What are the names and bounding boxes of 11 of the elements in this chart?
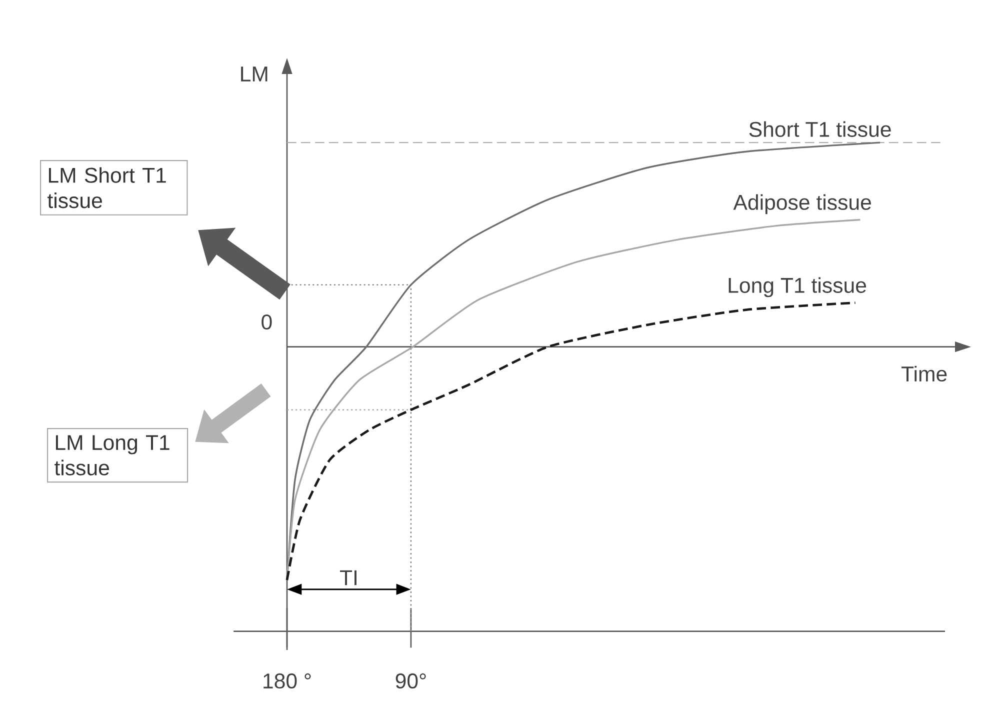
text: 0 bbox=[262, 314, 272, 330]
annotation: TI bbox=[340, 570, 356, 586]
series-label: Adipose tissue bbox=[733, 194, 871, 214]
text: LM Short T1 tissue bbox=[48, 167, 166, 208]
x-tick-label: 90° bbox=[396, 673, 426, 689]
y-axis-title: LM bbox=[241, 66, 268, 82]
series-label: Long T1 tissue bbox=[728, 277, 866, 298]
text: LM Long T1 tissue bbox=[54, 435, 170, 476]
x-axis-title: Time bbox=[901, 366, 947, 382]
series-label: Short T1 tissue bbox=[749, 121, 891, 137]
x-tick-label: 180 ° bbox=[264, 673, 311, 689]
